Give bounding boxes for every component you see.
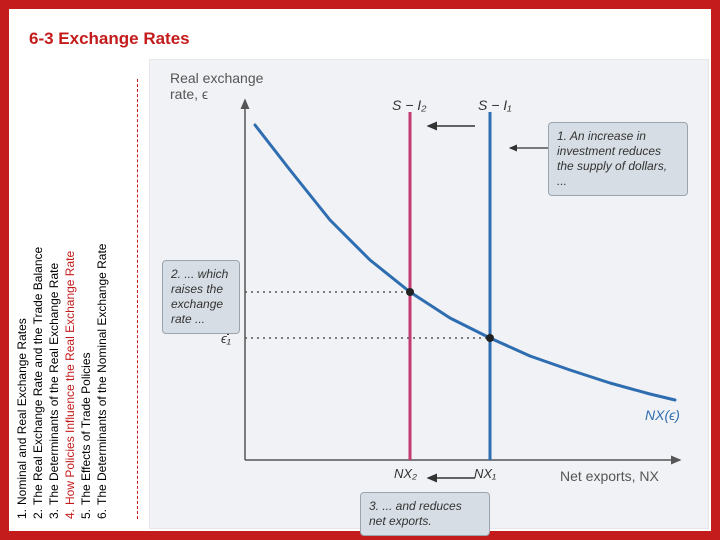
sidebar-item-6: 6.The Determinants of the Nominal Exchan… bbox=[95, 244, 109, 519]
annotation-1: 1. An increase in investment reduces the… bbox=[548, 122, 688, 196]
sidebar-item-num: 3. bbox=[47, 505, 61, 519]
sidebar-item-label: How Policies Influence the Real Exchange… bbox=[63, 251, 77, 505]
sidebar-item-label: The Determinants of the Nominal Exchange… bbox=[95, 244, 109, 505]
sidebar-item-num: 2. bbox=[31, 505, 45, 519]
x-axis-title: Net exports, NX bbox=[560, 468, 659, 484]
sidebar-item-num: 5. bbox=[79, 505, 93, 519]
sidebar-item-label: The Real Exchange Rate and the Trade Bal… bbox=[31, 247, 45, 505]
sidebar-item-num: 6. bbox=[95, 505, 109, 519]
svg-text:S − I₂: S − I₂ bbox=[392, 97, 427, 113]
y-axis-title-line1: Real exchange bbox=[170, 70, 263, 86]
sidebar-item-4: 4.How Policies Influence the Real Exchan… bbox=[63, 251, 77, 519]
content-panel: 6-3 Exchange Rates 1.Nominal and Real Ex… bbox=[9, 9, 711, 531]
page-title: 6-3 Exchange Rates bbox=[29, 29, 190, 49]
svg-text:NX(ϵ): NX(ϵ) bbox=[645, 407, 680, 423]
sidebar-item-2: 2.The Real Exchange Rate and the Trade B… bbox=[31, 247, 45, 519]
sidebar-item-num: 4. bbox=[63, 505, 77, 519]
annotation-2: 2. ... which raises the exchange rate ..… bbox=[162, 260, 240, 334]
sidebar-item-3: 3.The Determinants of the Real Exchange … bbox=[47, 263, 61, 519]
sidebar-item-label: Nominal and Real Exchange Rates bbox=[15, 318, 29, 505]
svg-text:NX₁: NX₁ bbox=[474, 466, 496, 481]
y-axis-title: Real exchange rate, ϵ bbox=[170, 70, 263, 102]
sidebar-separator bbox=[137, 79, 138, 519]
sidebar: 1.Nominal and Real Exchange Rates2.The R… bbox=[29, 79, 149, 519]
y-axis-title-line2: rate, ϵ bbox=[170, 86, 208, 102]
sidebar-item-num: 1. bbox=[15, 505, 29, 519]
chart-area: NX(ϵ)S − I₁S − I₂ϵ₂ϵ₁NX₁NX₂ Real exchang… bbox=[149, 59, 709, 529]
sidebar-item-label: The Effects of Trade Policies bbox=[79, 352, 93, 505]
annotation-3: 3. ... and reduces net exports. bbox=[360, 492, 490, 536]
svg-text:NX₂: NX₂ bbox=[394, 466, 417, 481]
sidebar-item-1: 1.Nominal and Real Exchange Rates bbox=[15, 318, 29, 519]
svg-text:S − I₁: S − I₁ bbox=[478, 97, 512, 113]
sidebar-item-5: 5.The Effects of Trade Policies bbox=[79, 352, 93, 519]
sidebar-item-label: The Determinants of the Real Exchange Ra… bbox=[47, 263, 61, 505]
